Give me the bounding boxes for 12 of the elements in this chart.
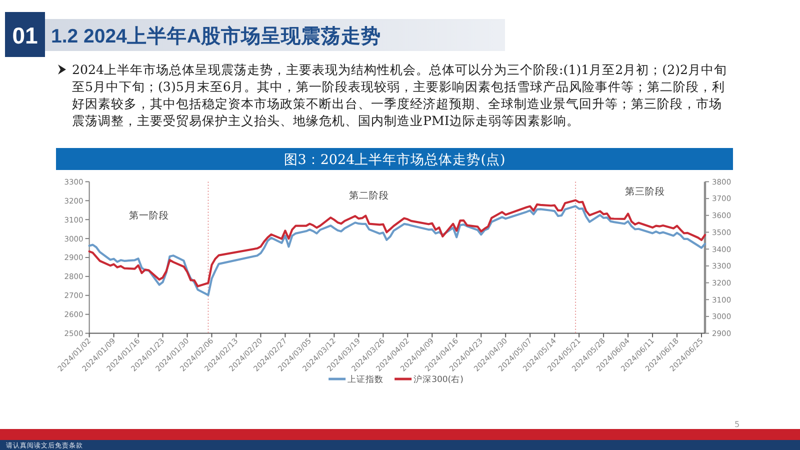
chart-subtitle: 图3：2024上半年市场总体走势(点) xyxy=(284,152,506,168)
legend-label: 沪深300(右) xyxy=(414,374,464,385)
line-series xyxy=(88,205,706,296)
line-series xyxy=(88,199,706,288)
annotation: 第二阶段 xyxy=(349,190,389,202)
annotation: 第三阶段 xyxy=(625,186,665,198)
annotation: 第一阶段 xyxy=(129,210,169,222)
chart-title: 1.2 2024上半年A股市场呈现震荡走势 xyxy=(51,24,381,48)
text: 2024上半年市场总体呈现震荡走势，主要表现为结构性机会。总体可以分为三个阶段:(1)1月至2月初；(2)2月中旬至5月中下旬；(3)5月末至6月。其中，第一阶段表现较弱，主要影响因素包括雪球产品风险事件等；第二阶段，利好因素较多，其中包括稳定资本市场政策不断出台、一季度经济超预期、全球制造业景气回升等；第三阶段，市场震荡调整，主要受贸易保护主义抬头、地缘危机、国内制造业PMI边际走弱等因素影响。 xyxy=(72,61,728,129)
text: 5 xyxy=(734,420,740,429)
legend-label: 上证指数 xyxy=(348,374,384,385)
text: 01 xyxy=(12,22,38,48)
